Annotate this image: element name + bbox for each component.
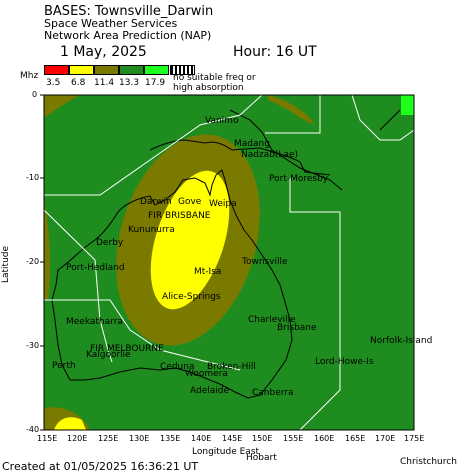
x-tick-label: 115E [37,434,58,443]
axis-ticks [40,94,44,431]
legend-unit: Mhz [20,71,39,81]
place-label: Perth [52,361,76,371]
created-timestamp: Created at 01/05/2025 16:36:21 UT [2,460,199,473]
place-label: Ceduna [160,362,195,372]
place-label: Brisbane [277,323,317,333]
place-label: Port-Hedland [66,263,125,273]
place-label: Woomera [185,369,228,379]
map-title: BASES: Townsville_Darwin [44,4,214,19]
x-tick-label: 140E [191,434,212,443]
x-tick-label: 130E [129,434,150,443]
place-label: Meekatharra [66,317,123,327]
place-label: Adelaide [190,386,230,396]
place-label: Kalgoorlie [86,350,131,360]
x-tick-label: 160E [314,434,335,443]
prediction-date: 1 May, 2025 [60,44,147,60]
fir-boundaries [44,95,414,430]
zone-olive-left [44,200,51,300]
legend-swatch-yellow [69,65,94,75]
x-tick-label: 170E [375,434,396,443]
place-label: Nadzab(Lae) [241,150,299,160]
legend-swatch-red [44,65,69,75]
legend-label-2: 6.8 [71,78,86,88]
legend-note-2: high absorption [173,83,244,93]
zone-yellow-bottomleft [54,417,86,430]
place-label: Lord-Howe-Is [315,357,374,367]
x-tick-label: 150E [252,434,273,443]
place-label: Hobart [246,453,277,463]
y-tick-label: 0 [32,90,38,99]
x-axis-label: Longitude East [192,447,260,457]
zone-yellow-center [150,170,230,310]
place-label: Broken-Hill [207,362,256,372]
place-label: Derby [96,238,124,248]
y-tick-label: -30 [26,341,40,350]
place-label: FIR MELBOURNE [90,344,164,354]
place-label: Weipa [209,199,237,209]
x-tick-label: 120E [67,434,88,443]
x-tick-label: 145E [222,434,243,443]
place-label: Madang [234,139,270,149]
product-name: Network Area Prediction (NAP) [44,29,212,42]
place-label: Charleville [248,315,296,325]
place-label: Canberra [252,388,294,398]
y-tick-label: -40 [26,425,40,434]
place-label: Darwin [140,197,172,207]
place-label: FIR BRISBANE [148,211,211,221]
legend-note-1: no suitable freq or [173,73,256,83]
x-tick-label: 125E [98,434,119,443]
legend-label-5: 17.9 [145,78,166,88]
place-label: Vanimo [205,116,239,126]
place-label: Norfolk-Island [370,336,433,346]
station-name: Christchurch [400,457,457,467]
zone-olive-top [268,95,315,125]
legend-swatch-olive [94,65,119,75]
y-axis-label: Latitude [1,245,11,283]
place-label: Port-Moresby [269,174,329,184]
legend-label-4: 13.3 [119,78,140,88]
x-tick-label: 155E [283,434,304,443]
org-name: Space Weather Services [44,17,178,30]
prediction-hour: Hour: 16 UT [233,44,317,60]
x-tick-label: 165E [345,434,366,443]
place-label: Townsville [242,257,288,267]
x-tick-label: 175E [404,434,425,443]
x-tick-label: 135E [160,434,181,443]
place-label: Alice-Springs [162,292,221,302]
legend-label-3: 11.4 [94,78,115,88]
legend-swatch-hatch [170,65,195,75]
zone-olive-topleft [44,95,80,118]
zone-bright-corner [401,95,414,115]
place-label: Mt-Isa [194,267,222,277]
y-tick-label: -10 [26,173,40,182]
place-label: Kununurra [128,225,175,235]
legend-swatch-green [119,65,144,75]
legend-label-1: 3.5 [46,78,61,88]
place-label: Gove [178,197,202,207]
coastline [51,109,401,399]
y-tick-label: -20 [26,257,40,266]
legend-swatch-bright-green [144,65,169,75]
